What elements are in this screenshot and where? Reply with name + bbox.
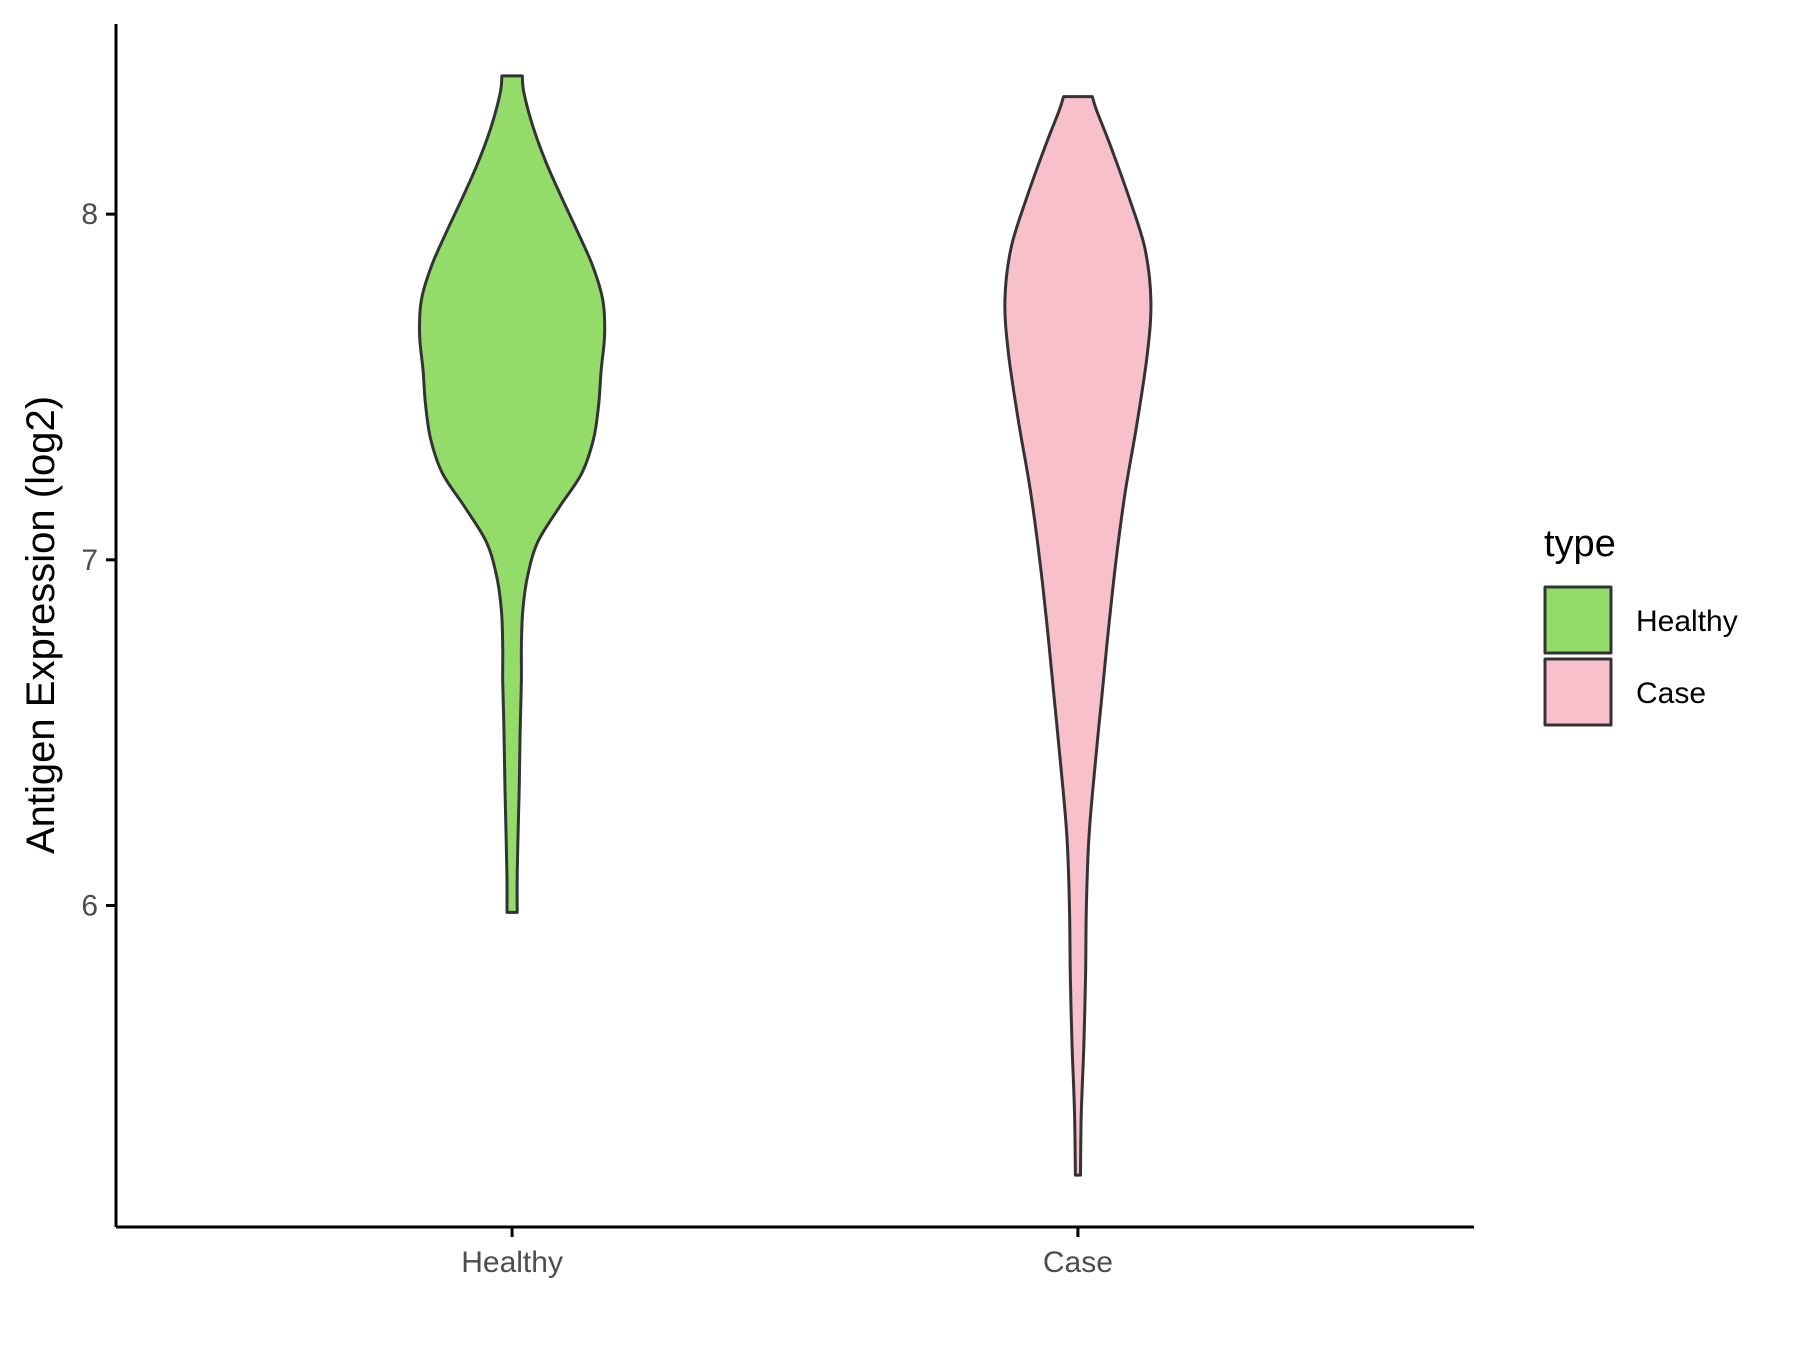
x-tick-label: Case: [1043, 1246, 1113, 1279]
y-tick-label: 8: [81, 198, 98, 231]
axes: [114, 24, 1474, 1229]
legend-title: type: [1544, 523, 1616, 565]
legend-key-case: [1543, 657, 1613, 727]
y-ticks: 6 7 8: [81, 198, 116, 923]
y-tick-label: 6: [81, 890, 98, 923]
violin-healthy: [417, 74, 607, 914]
violin-layer: [417, 74, 1153, 1177]
legend-label: Case: [1636, 677, 1706, 710]
legend: type Healthy Case: [1543, 523, 1738, 727]
legend-items: Healthy Case: [1543, 585, 1738, 727]
legend-key-healthy: [1543, 585, 1613, 655]
x-tick-label: Healthy: [461, 1246, 563, 1279]
violin-case: [1003, 95, 1153, 1177]
x-ticks: Healthy Case: [461, 1227, 1113, 1279]
y-tick-label: 7: [81, 544, 98, 577]
y-axis-title: Antigen Expression (log2): [19, 396, 63, 854]
legend-label: Healthy: [1636, 605, 1738, 638]
